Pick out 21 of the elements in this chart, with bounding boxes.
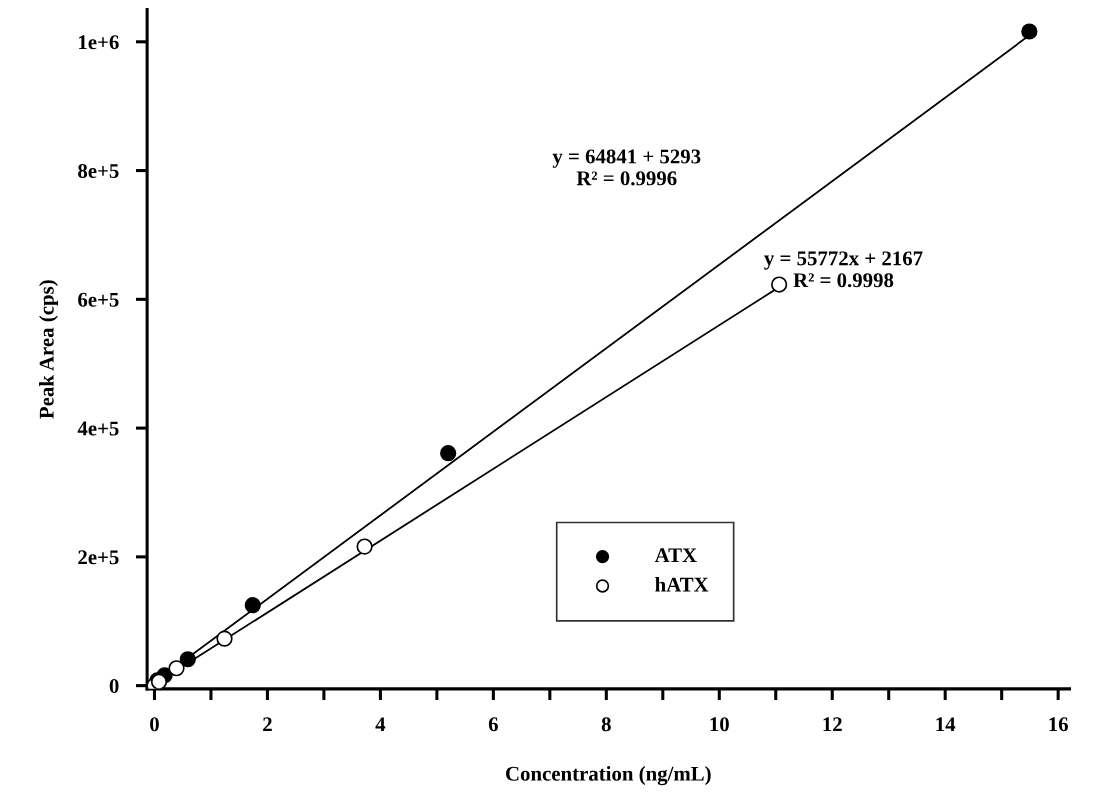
legend-label: hATX <box>655 577 709 592</box>
y-tick-label: 1e+6 <box>79 35 119 50</box>
y-tick-label: 2e+5 <box>78 550 119 565</box>
x-tick-label: 10 <box>710 717 729 732</box>
annotation: y = 64841 + 5293 R² = 0.9996 <box>552 149 701 186</box>
y-tick-label: 4e+5 <box>77 421 119 436</box>
x-axis-title: Concentration (ng/mL) <box>506 766 711 786</box>
x-tick-label: 6 <box>488 717 498 732</box>
y-axis-title: Peak Area (cps) <box>39 280 58 419</box>
x-tick-label: 2 <box>263 717 272 732</box>
annotation: y = 55772x + 2167 R² = 0.9998 <box>764 251 923 288</box>
x-tick-label: 16 <box>1049 717 1068 732</box>
y-tick-label: 0 <box>109 679 119 694</box>
x-tick-label: 4 <box>375 717 386 732</box>
legend-label: ATX <box>654 548 697 563</box>
x-tick-label: 14 <box>936 717 956 732</box>
x-tick-label: 0 <box>150 717 159 732</box>
x-tick-label: 8 <box>601 717 611 732</box>
y-tick-label: 8e+5 <box>78 163 119 178</box>
y-tick-label: 6e+5 <box>78 292 119 307</box>
x-tick-label: 12 <box>823 717 842 732</box>
